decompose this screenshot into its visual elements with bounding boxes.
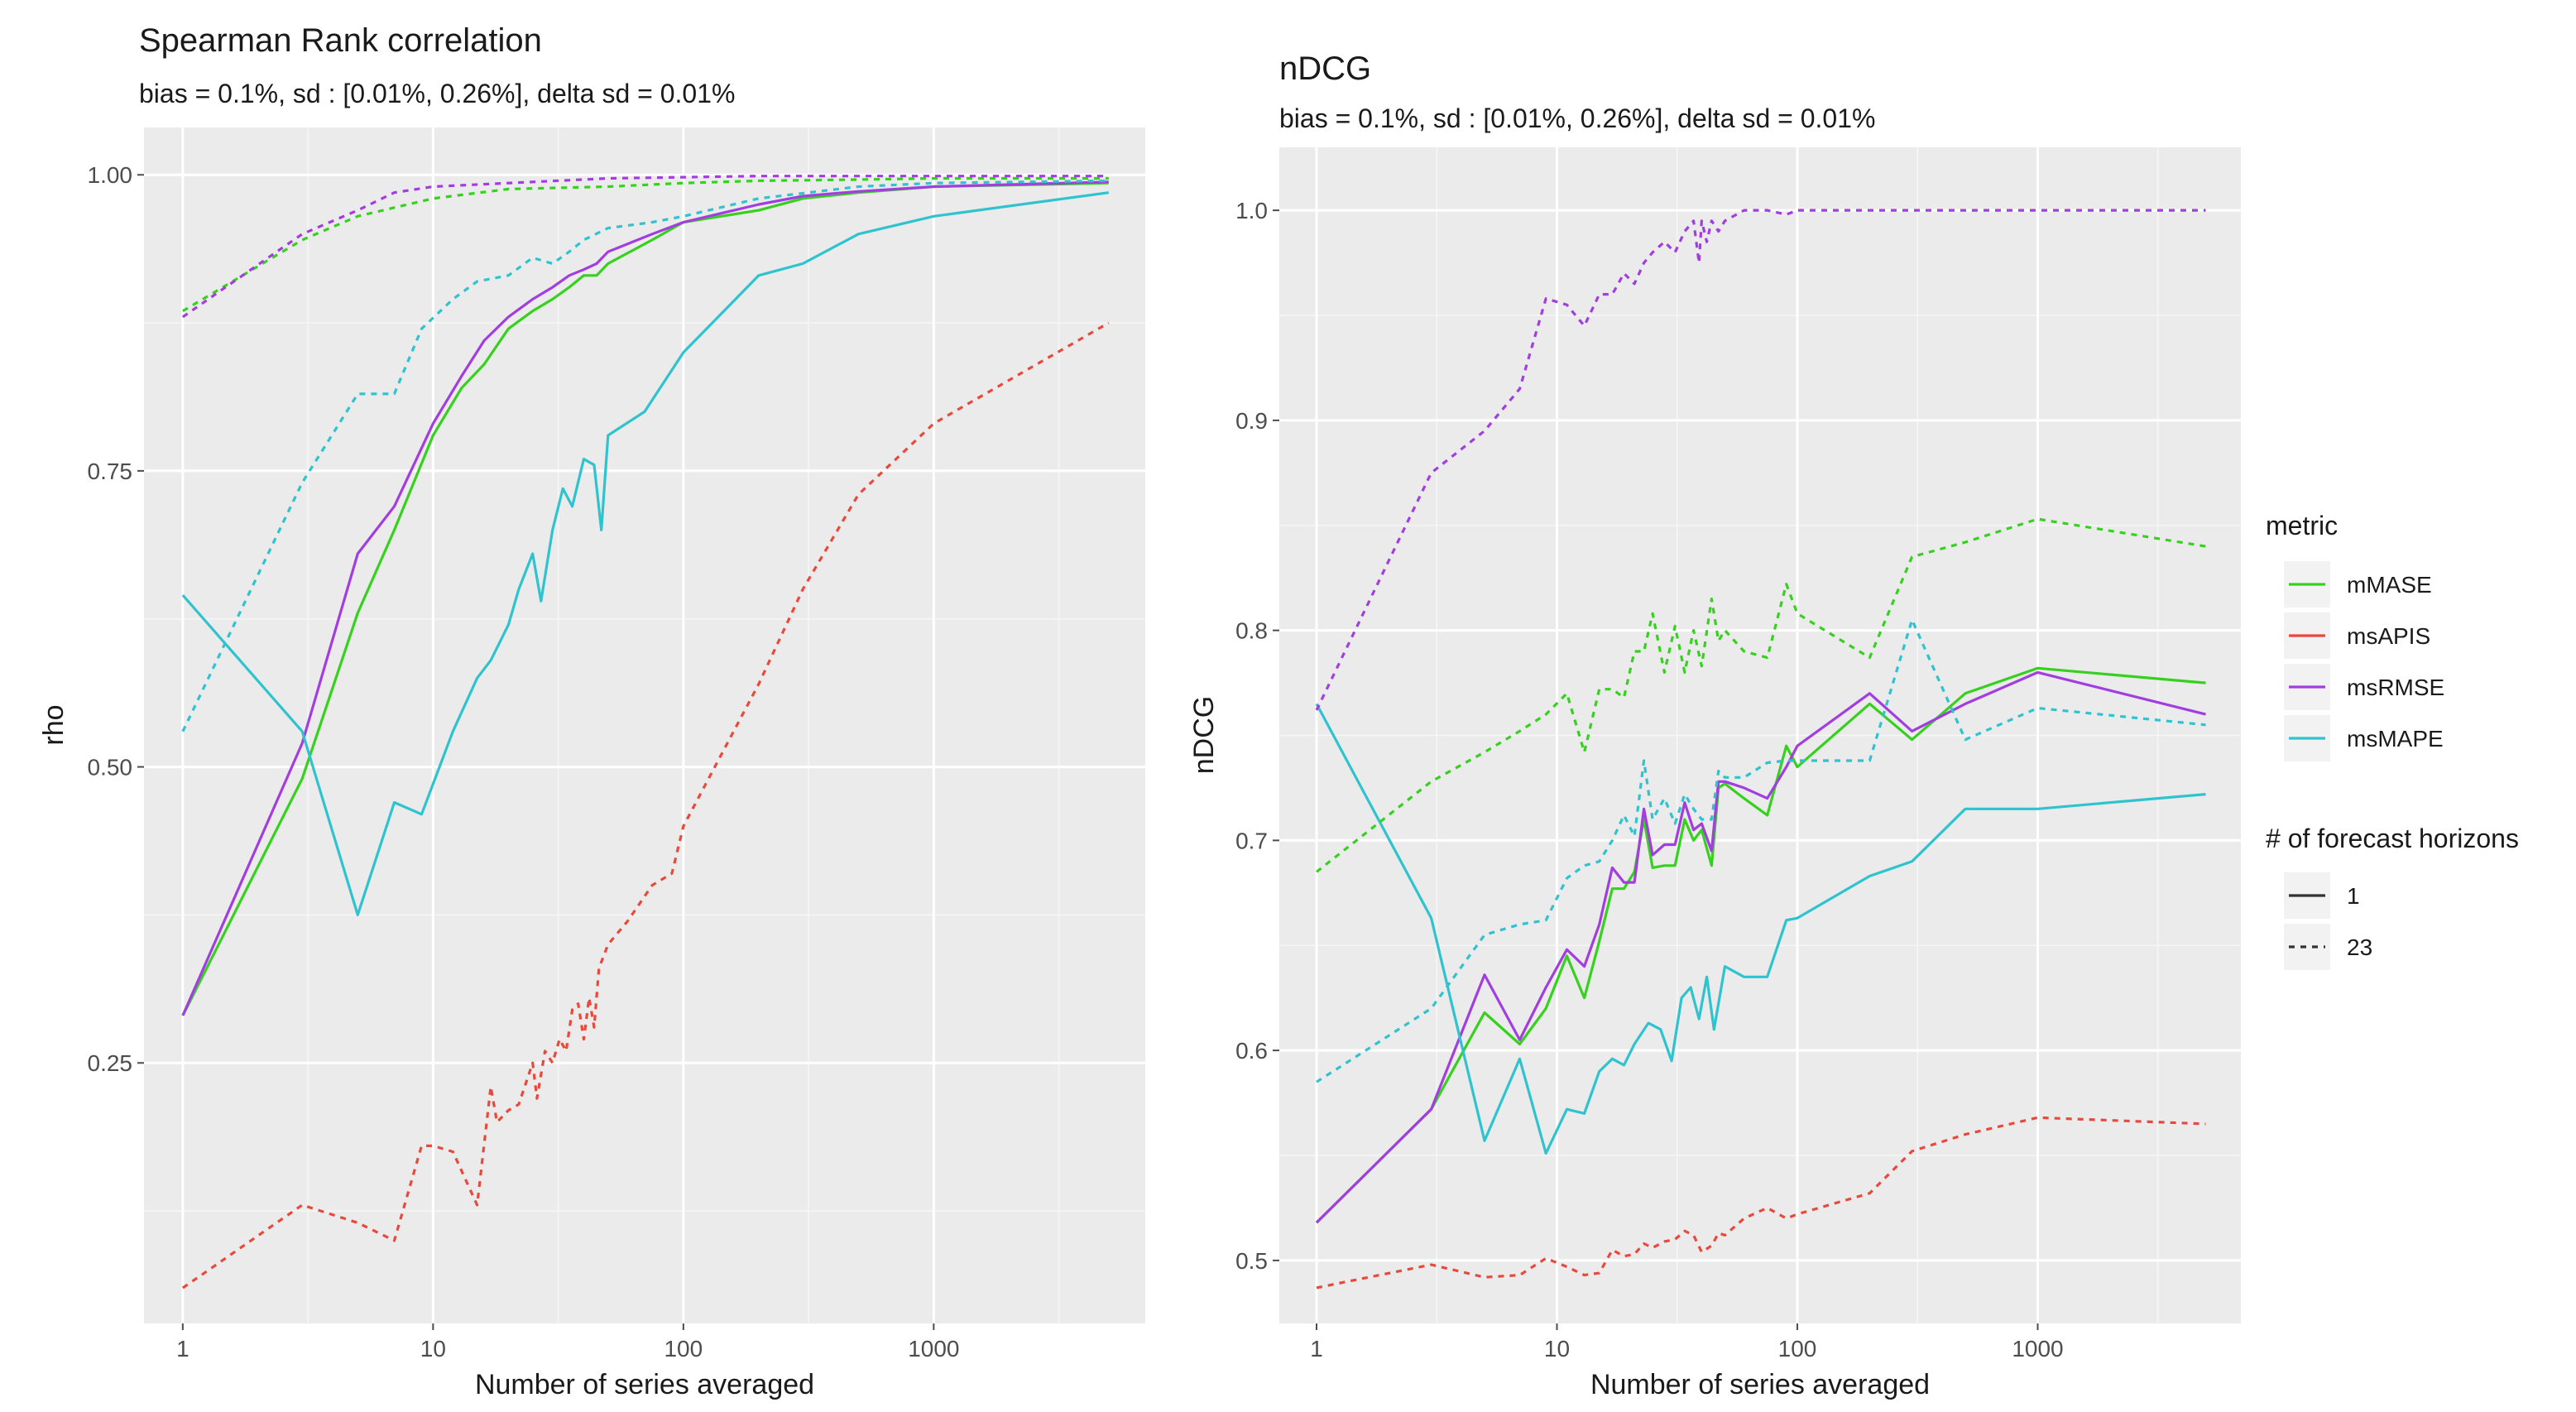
ndcg-y-axis-label: nDCG: [1188, 696, 1220, 774]
legend-item-label: msMAPE: [2347, 726, 2444, 752]
legend-item-label: 1: [2347, 883, 2360, 909]
spearman-gridlines: [144, 127, 1145, 1323]
x-tick-label: 100: [664, 1336, 703, 1362]
spearman-subtitle: bias = 0.1%, sd : [0.01%, 0.26%], delta …: [139, 79, 735, 108]
y-tick-label: 1.00: [88, 162, 133, 188]
spearman-series: [181, 175, 1110, 1290]
spearman-series-mmase-h1: [181, 181, 1109, 1016]
legend-item-mmase: mMASE: [2284, 561, 2432, 608]
spearman-series-msmape-h1: [181, 191, 1110, 917]
spearman-series-msrmse-h23: [181, 175, 1109, 319]
ndcg-series-mmase-h23: [1316, 517, 2206, 873]
y-tick-label: 0.50: [88, 755, 133, 780]
ndcg-series: [1315, 209, 2206, 1290]
x-tick-label: 10: [1544, 1336, 1570, 1362]
legend-horizon-items: 1 23: [2284, 872, 2372, 970]
ndcg-series-mmase-h1: [1315, 666, 2206, 1224]
x-tick-label: 1: [1310, 1336, 1323, 1362]
ndcg-series-msmape-h23: [1316, 618, 2206, 1083]
ndcg-subtitle: bias = 0.1%, sd : [0.01%, 0.26%], delta …: [1279, 103, 1875, 133]
legend-item-msapis: msAPIS: [2284, 612, 2430, 659]
x-tick-label: 10: [420, 1336, 446, 1362]
legend-item-msrmse: msRMSE: [2284, 664, 2444, 710]
y-tick-label: 1.0: [1235, 198, 1268, 223]
spearman-title: Spearman Rank correlation: [139, 22, 542, 59]
x-tick-label: 100: [1778, 1336, 1817, 1362]
legend-item-label: msRMSE: [2347, 675, 2444, 700]
spearman-series-msmape-h23: [181, 179, 1109, 732]
legend-item-label: mMASE: [2347, 572, 2432, 598]
ndcg-title: nDCG: [1279, 50, 1371, 87]
ndcg-panel: nDCG bias = 0.1%, sd : [0.01%, 0.26%], d…: [1188, 50, 2241, 1400]
spearman-series-msrmse-h1: [181, 180, 1109, 1016]
ndcg-series-msrmse-h1: [1315, 670, 2206, 1224]
ndcg-ticks: 1 10 100 1000 0.5 0.6 0.7 0.8 0.9 1.0: [1235, 198, 2064, 1362]
ndcg-series-msapis-h23: [1316, 1116, 2206, 1290]
spearman-ticks: 1 10 100 1000 0.25 0.50 0.75 1.00: [88, 162, 960, 1362]
legend: metric mMASE msAPIS msRMSE msMAPE # of fore…: [2266, 511, 2519, 970]
legend-item-horizon-23: 23: [2284, 924, 2372, 970]
spearman-y-axis-label: rho: [38, 704, 70, 745]
spearman-panel: Spearman Rank correlation bias = 0.1%, s…: [38, 22, 1145, 1400]
y-tick-label: 0.25: [88, 1050, 133, 1076]
y-tick-label: 0.6: [1235, 1038, 1268, 1064]
legend-item-label: 23: [2347, 934, 2372, 960]
y-tick-label: 0.8: [1235, 618, 1268, 644]
spearman-series-msapis-h23: [181, 321, 1110, 1290]
ndcg-series-msmape-h1: [1315, 703, 2206, 1155]
x-tick-label: 1000: [2012, 1336, 2063, 1362]
y-tick-label: 0.7: [1235, 828, 1268, 853]
x-tick-label: 1: [176, 1336, 189, 1362]
y-tick-label: 0.5: [1235, 1248, 1268, 1274]
y-tick-label: 0.75: [88, 459, 133, 484]
legend-item-horizon-1: 1: [2284, 872, 2360, 919]
x-tick-label: 1000: [908, 1336, 959, 1362]
legend-metric-items: mMASE msAPIS msRMSE msMAPE: [2284, 561, 2444, 761]
y-tick-label: 0.9: [1235, 408, 1268, 434]
legend-horizon-title: # of forecast horizons: [2266, 824, 2519, 853]
spearman-x-axis-label: Number of series averaged: [475, 1369, 814, 1400]
spearman-series-mmase-h23: [182, 176, 1109, 313]
legend-metric-title: metric: [2266, 511, 2338, 540]
ndcg-x-axis-label: Number of series averaged: [1590, 1369, 1930, 1400]
legend-item-msmape: msMAPE: [2284, 715, 2444, 761]
legend-item-label: msAPIS: [2347, 623, 2430, 649]
spearman-plot-background: [144, 127, 1145, 1323]
